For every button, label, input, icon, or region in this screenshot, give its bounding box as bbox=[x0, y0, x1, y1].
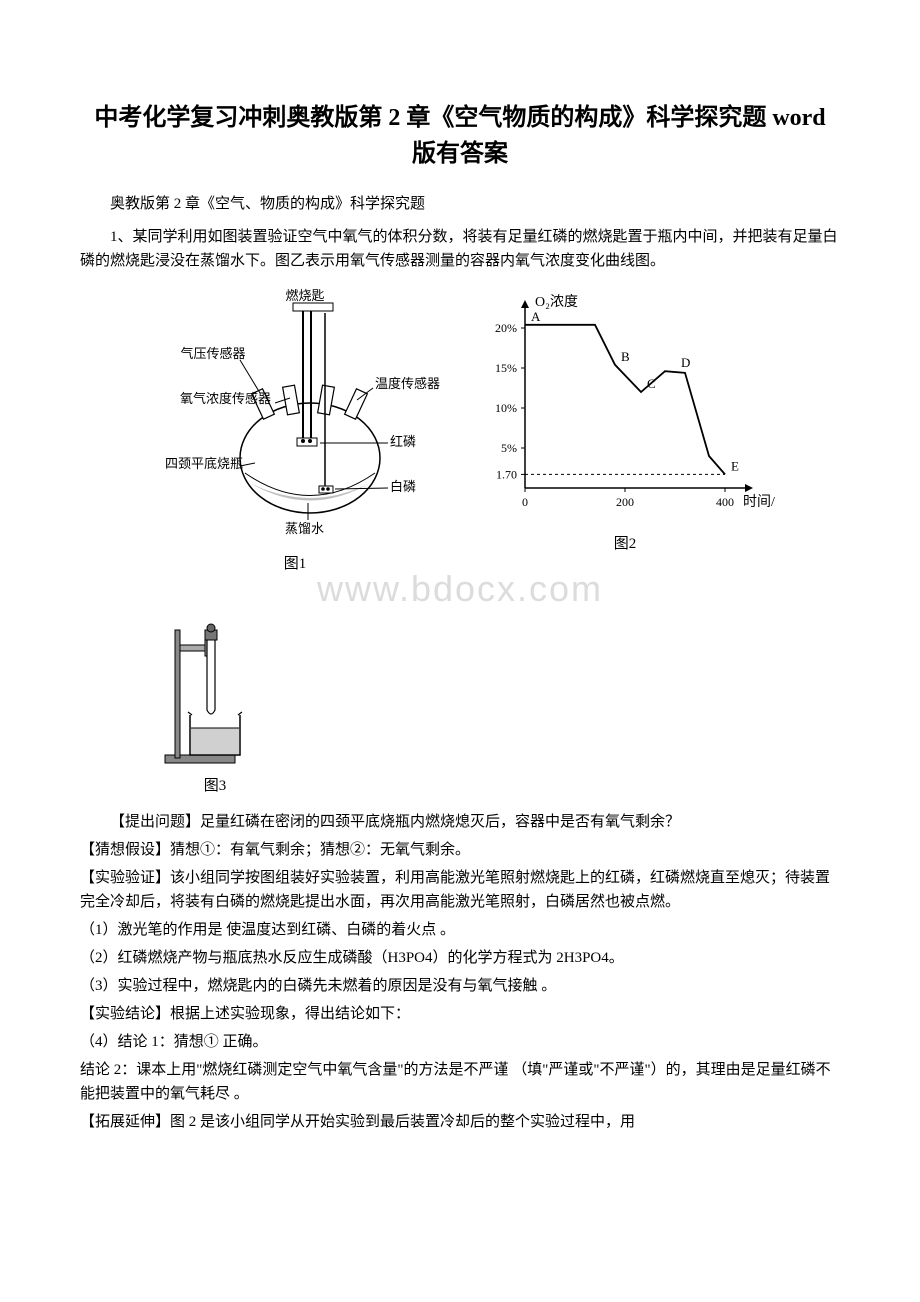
oxygen-chart: O₂浓度时间/s 1.70 5% 10% 15% 20% 0 200 400 A B C D E bbox=[475, 288, 775, 528]
content-line: （3）实验过程中，燃烧匙内的白磷先未燃着的原因是没有与氧气接触 。 bbox=[80, 974, 840, 998]
question-intro: 1、某同学利用如图装置验证空气中氧气的体积分数，将装有足量红磷的燃烧匙置于瓶内中… bbox=[80, 225, 840, 273]
svg-text:时间/s: 时间/s bbox=[743, 494, 775, 510]
content-line: 【猜想假设】猜想①：有氧气剩余；猜想②：无氧气剩余。 bbox=[80, 838, 840, 862]
label-pressure: 气压传感器 bbox=[180, 346, 245, 361]
content-line: 【拓展延伸】图 2 是该小组同学从开始实验到最后装置冷却后的整个实验过程中，用 bbox=[80, 1110, 840, 1134]
svg-text:B: B bbox=[621, 349, 630, 364]
svg-text:O₂浓度: O₂浓度 bbox=[535, 294, 578, 310]
svg-text:200: 200 bbox=[616, 495, 634, 509]
content-body: 【提出问题】足量红磷在密闭的四颈平底烧瓶内燃烧熄灭后，容器中是否有氧气剩余？ 【猜… bbox=[80, 810, 840, 1134]
label-redp: 红磷 bbox=[390, 434, 416, 449]
label-spoon: 燃烧匙 bbox=[285, 288, 324, 303]
content-line: 【实验验证】该小组同学按图组装好实验装置，利用高能激光笔照射燃烧匙上的红磷，红磷… bbox=[80, 866, 840, 914]
svg-text:15%: 15% bbox=[495, 361, 517, 375]
svg-text:C: C bbox=[647, 376, 656, 391]
figure-2-block: O₂浓度时间/s 1.70 5% 10% 15% 20% 0 200 400 A B C D E 图2 bbox=[475, 288, 775, 553]
svg-text:5%: 5% bbox=[501, 441, 517, 455]
figure-1-block: 燃烧匙 气压传感器 氧气浓度传感器 温度传感器 红磷 四颈平底烧瓶 白磷 蒸馏水… bbox=[145, 288, 445, 573]
label-oxygen: 氧气浓度传感器 bbox=[180, 391, 271, 406]
apparatus-diagram: 燃烧匙 气压传感器 氧气浓度传感器 温度传感器 红磷 四颈平底烧瓶 白磷 蒸馏水 bbox=[145, 288, 445, 548]
content-line: （4）结论 1：猜想① 正确。 bbox=[80, 1030, 840, 1054]
content-line: （1）激光笔的作用是 使温度达到红磷、白磷的着火点 。 bbox=[80, 918, 840, 942]
svg-text:400: 400 bbox=[716, 495, 734, 509]
fig3-label: 图3 bbox=[204, 774, 227, 795]
svg-text:1.70: 1.70 bbox=[496, 467, 517, 481]
subtitle: 奥教版第 2 章《空气、物质的构成》科学探究题 bbox=[80, 192, 840, 213]
label-flask: 四颈平底烧瓶 bbox=[165, 456, 243, 471]
content-line: （2）红磷燃烧产物与瓶底热水反应生成磷酸（H3PO4）的化学方程式为 2H3PO… bbox=[80, 946, 840, 970]
label-whitep: 白磷 bbox=[390, 479, 416, 494]
label-temp: 温度传感器 bbox=[375, 376, 440, 391]
figure-3-block: 图3 bbox=[140, 620, 290, 795]
svg-text:A: A bbox=[531, 309, 541, 324]
content-line: 【提出问题】足量红磷在密闭的四颈平底烧瓶内燃烧熄灭后，容器中是否有氧气剩余？ bbox=[80, 810, 840, 834]
figure-3-diagram bbox=[155, 620, 275, 770]
svg-text:20%: 20% bbox=[495, 321, 517, 335]
svg-text:E: E bbox=[731, 458, 739, 473]
figures-row: 燃烧匙 气压传感器 氧气浓度传感器 温度传感器 红磷 四颈平底烧瓶 白磷 蒸馏水… bbox=[80, 288, 840, 573]
svg-text:10%: 10% bbox=[495, 401, 517, 415]
fig2-label: 图2 bbox=[614, 532, 637, 553]
watermark: www.bdocx.com bbox=[80, 568, 840, 610]
svg-text:0: 0 bbox=[522, 495, 528, 509]
content-line: 结论 2：课本上用"燃烧红磷测定空气中氧气含量"的方法是不严谨 （填"严谨或"不… bbox=[80, 1058, 840, 1106]
svg-text:D: D bbox=[681, 355, 690, 370]
page-title: 中考化学复习冲刺奥教版第 2 章《空气物质的构成》科学探究题 word 版有答案 bbox=[80, 100, 840, 172]
label-water: 蒸馏水 bbox=[285, 521, 324, 536]
content-line: 【实验结论】根据上述实验现象，得出结论如下： bbox=[80, 1002, 840, 1026]
